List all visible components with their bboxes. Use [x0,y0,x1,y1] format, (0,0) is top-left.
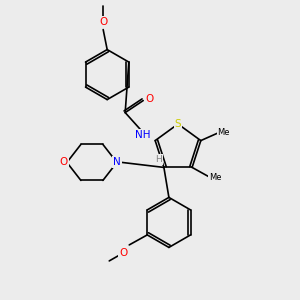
Text: O: O [145,94,153,103]
Text: Me: Me [218,128,230,137]
Text: O: O [99,16,107,27]
Text: S: S [175,119,181,129]
Text: O: O [119,248,128,258]
Text: N: N [113,158,121,167]
Text: H: H [155,155,162,164]
Text: NH: NH [135,130,151,140]
Text: O: O [60,158,68,167]
Text: Me: Me [209,173,221,182]
